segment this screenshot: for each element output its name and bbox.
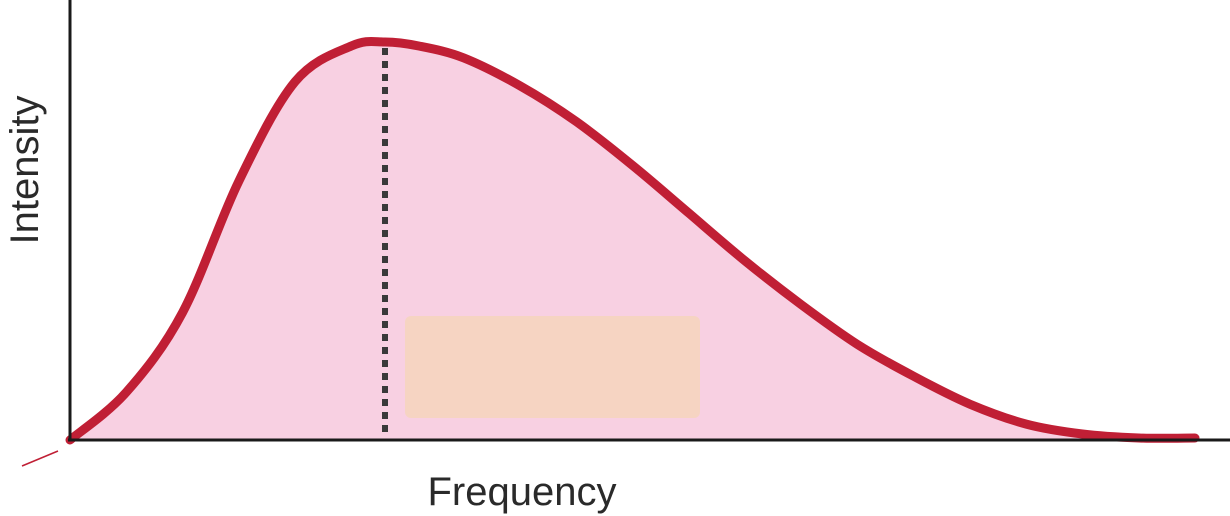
area-fill [70,41,1195,440]
x-axis-title: Frequency [428,470,617,514]
label-box [405,316,700,418]
curve-line [65,36,1200,445]
y-axis-title: Intensity [3,96,47,245]
corner-tick [21,450,59,467]
